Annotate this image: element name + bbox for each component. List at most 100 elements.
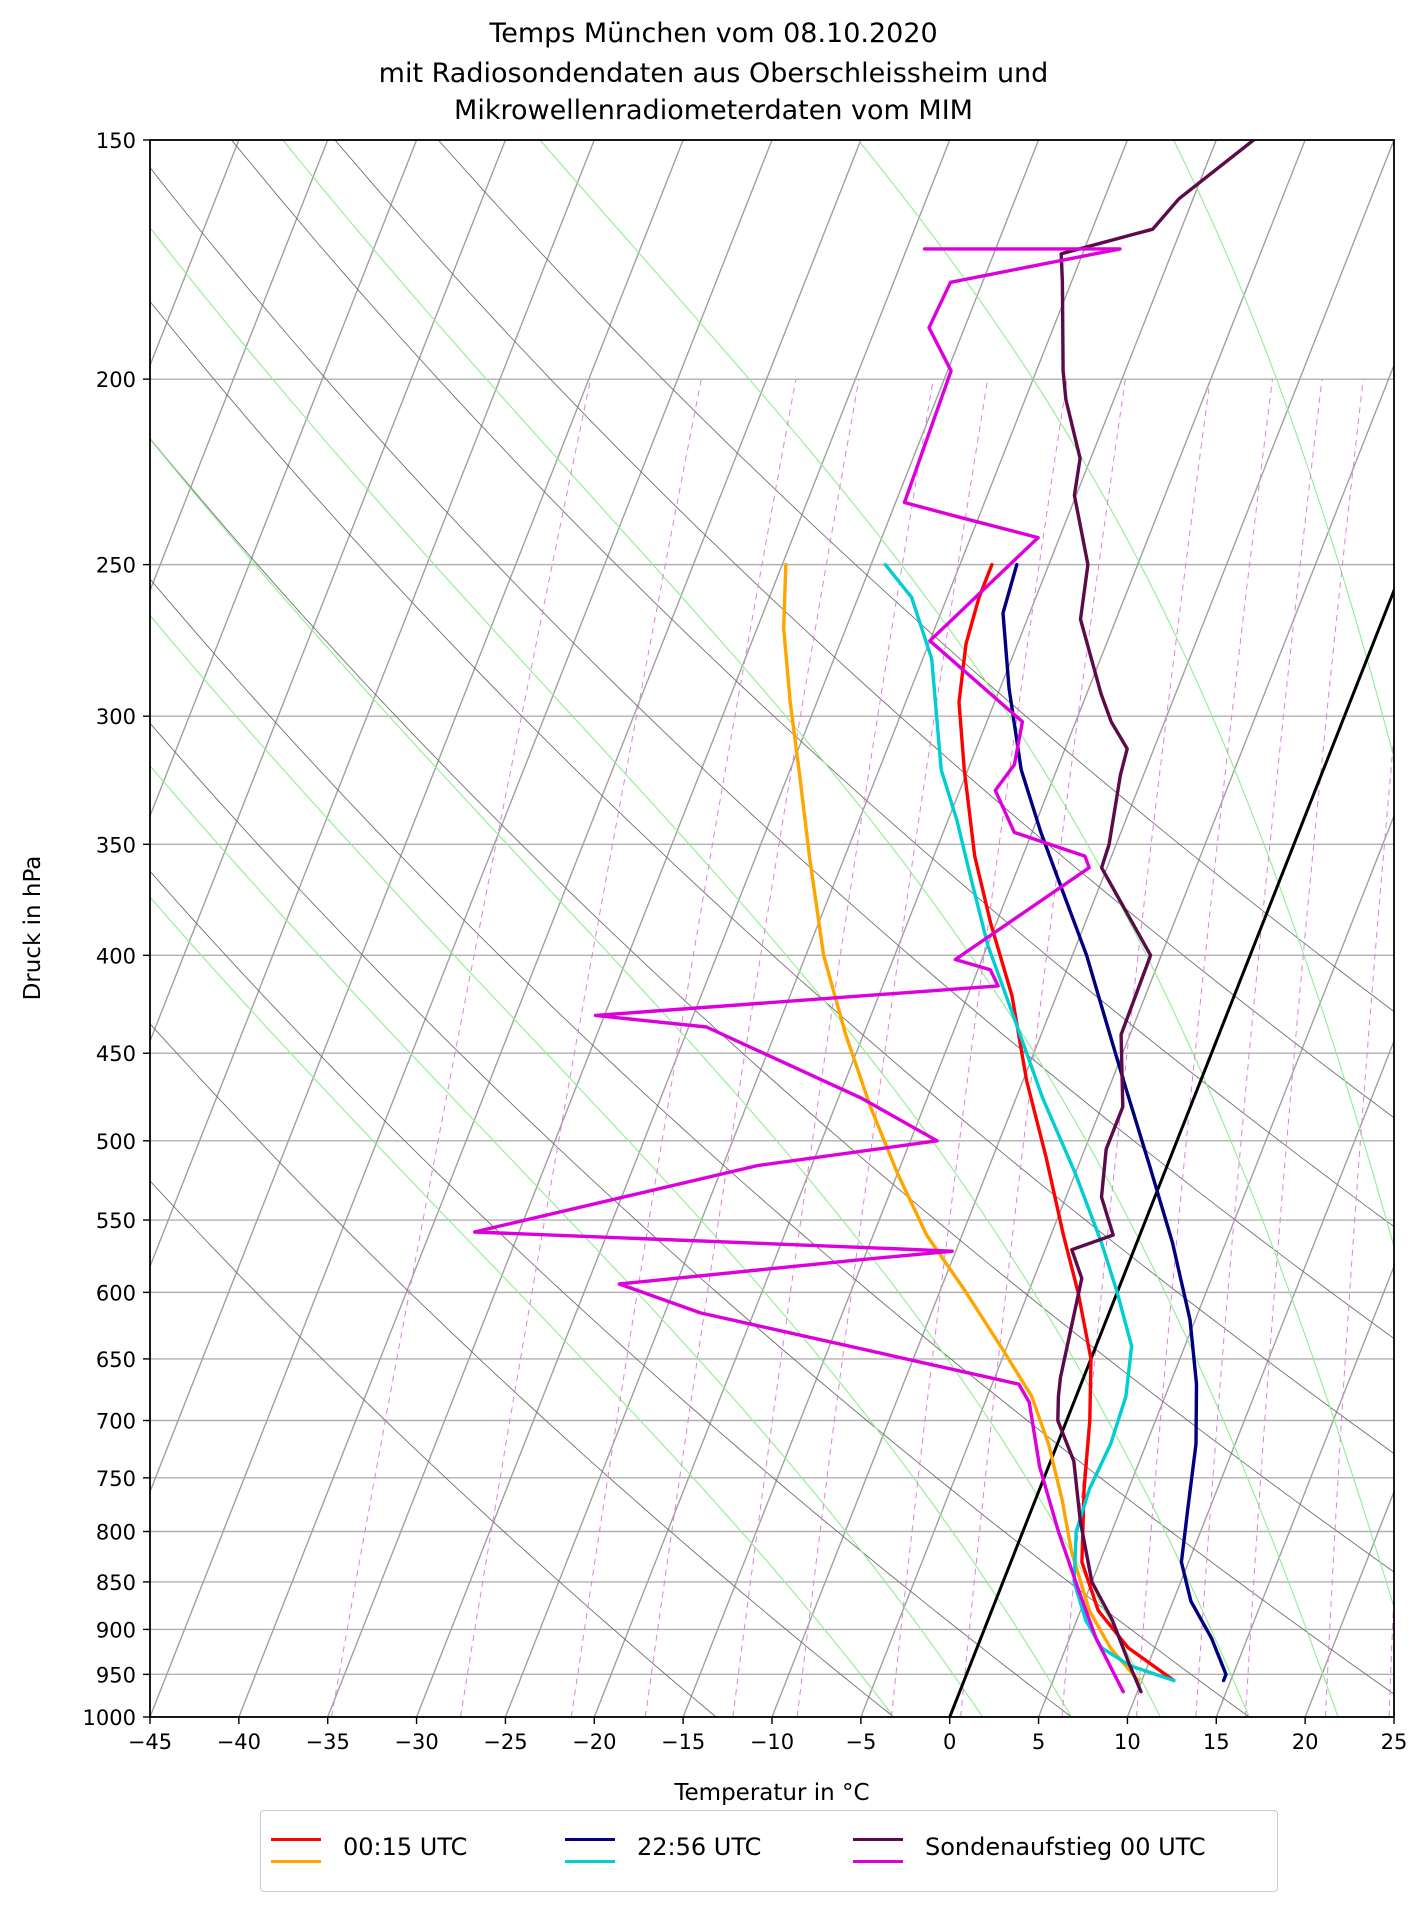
y-tick-label: 700 [96,1410,136,1434]
legend-swatch-temp [853,1838,903,1841]
y-tick-label: 800 [96,1521,136,1545]
x-tick-label: −35 [306,1730,350,1754]
mixing-ratio-line [1195,379,1323,1717]
mixing-ratio-line [644,379,860,1717]
mixing-ratio-line [460,379,702,1717]
moist-adiabat-line [150,764,984,1717]
y-tick-label: 850 [96,1571,136,1595]
y-tick-label: 950 [96,1663,136,1687]
isotherm-line [949,588,1394,1717]
y-tick-label: 600 [96,1281,136,1305]
isotherm-line [504,140,1129,1717]
moist-adiabat-line [150,614,1072,1717]
x-tick-label: 15 [1203,1730,1230,1754]
chart-title-line-3: Mikrowellenradiometerdaten vom MIM [454,95,973,126]
y-tick-label: 900 [96,1618,136,1642]
x-tick-label: 0 [943,1730,956,1754]
y-tick-label: 350 [96,833,136,857]
y-tick-label: 1000 [83,1706,136,1730]
x-tick-label: −40 [217,1730,261,1754]
mixing-ratio-line [331,378,592,1717]
isotherm-line [150,140,507,1044]
mixing-ratio-line [1061,379,1211,1717]
dry-adiabat-line [150,578,1394,1695]
isotherm-line [1126,1039,1394,1717]
isotherm-line [1037,813,1394,1717]
x-tick-label: −5 [845,1730,876,1754]
series-line-temperature [957,562,1176,1683]
dry-adiabat-line [150,870,1072,1717]
legend-label: 22:56 UTC [637,1833,762,1861]
moist-adiabat-line [1173,140,1394,760]
isotherm-line [150,140,418,818]
moist-adiabat-line [150,226,1250,1717]
isotherm-line [150,140,595,1269]
isotherm-line [150,140,684,1494]
isotherm-line [1215,1264,1394,1717]
isotherm-line [593,140,1217,1717]
y-tick-label: 200 [96,368,136,392]
isotherm-line [860,363,1394,1717]
y-tick-label: 400 [96,944,136,968]
moist-adiabat-line [282,140,1339,1717]
legend-label: Sondenaufstieg 00 UTC [925,1833,1206,1861]
isotherm-line [150,140,329,593]
y-tick-label: 500 [96,1130,136,1154]
isotherm-line [1393,1715,1394,1717]
dry-adiabat-line [437,140,1394,1013]
y-tick-label: 250 [96,554,136,578]
dry-adiabat-line [231,140,1394,1228]
mixing-ratio-line [1325,731,1394,1717]
isotherm-line [150,140,773,1717]
y-tick-label: 550 [96,1209,136,1233]
x-axis-label: Temperatur in °C [673,1780,869,1806]
dry-adiabat-line [150,722,1250,1717]
moist-adiabat-line [539,140,1394,1609]
x-tick-label: 10 [1114,1730,1141,1754]
moist-adiabat-line [150,438,1161,1717]
mixing-ratio-line [1136,379,1273,1717]
legend-label: 00:15 UTC [343,1833,468,1861]
dry-adiabat-line [150,166,1394,1340]
chart-title-line-2: mit Radiosondendaten aus Oberschleisshei… [378,58,1049,89]
mixing-ratio-line [1245,379,1364,1717]
isotherm-line [415,140,1040,1717]
dry-adiabat-line [150,1023,894,1717]
legend-swatch-dew [853,1860,903,1863]
moist-adiabat-line [857,140,1394,1249]
x-tick-label: −45 [128,1730,172,1754]
x-tick-label: 5 [1032,1730,1045,1754]
legend-swatch-temp [271,1838,321,1841]
series-line-temperature [1001,562,1228,1683]
zero-isotherm-line [948,586,1394,1717]
series-line-dewpoint [782,562,1140,1683]
series-line-dewpoint [472,247,1125,1694]
legend-swatch-dew [565,1860,615,1863]
chart-title-line-1: Temps München vom 08.10.2020 [489,18,938,49]
y-tick-label: 650 [96,1348,136,1372]
isotherm-line [682,140,1306,1717]
legend-swatch-dew [271,1860,321,1863]
mixing-ratio-line [890,379,1068,1717]
legend: 00:15 UTC 22:56 UTC Sondenaufstieg 00 UT… [260,1810,1278,1892]
y-tick-label: 450 [96,1042,136,1066]
x-tick-label: −15 [661,1730,705,1754]
moist-adiabat-line [150,896,895,1717]
x-tick-label: −20 [572,1730,616,1754]
y-tick-label: 150 [96,129,136,153]
isotherm-line [771,140,1394,1717]
x-tick-label: −25 [483,1730,527,1754]
y-tick-label: 300 [96,705,136,729]
y-tick-label: 750 [96,1467,136,1491]
dry-adiabat-line [150,1180,717,1717]
legend-swatch-temp [565,1838,615,1841]
series-line-temperature [1056,140,1256,1694]
x-tick-label: −10 [750,1730,794,1754]
isotherm-line [238,140,862,1717]
x-tick-label: −30 [394,1730,438,1754]
dry-adiabat-line [150,437,1394,1573]
x-tick-label: 25 [1381,1730,1408,1754]
y-axis-label: Druck in hPa [20,856,46,1001]
x-tick-label: 20 [1292,1730,1319,1754]
